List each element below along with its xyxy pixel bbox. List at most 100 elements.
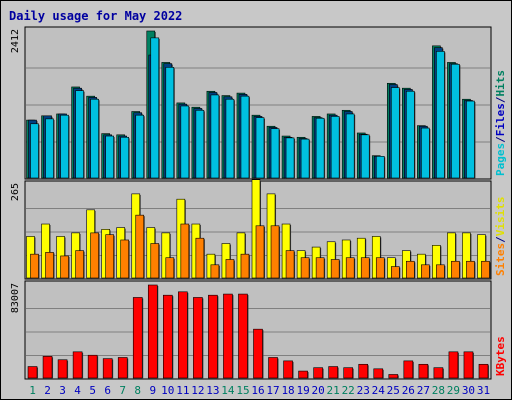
bar-kbytes-day-5	[87, 354, 98, 379]
bar-pages-day-26	[406, 90, 415, 179]
bar-sites-day-26	[406, 260, 415, 279]
y-max-label: 83007	[10, 283, 21, 313]
bar-pages-day-27	[421, 127, 430, 179]
bar-kbytes-day-27	[418, 363, 429, 379]
bar-kbytes-day-1	[27, 366, 38, 379]
bar-sites-day-1	[30, 253, 39, 279]
day-label: 31	[477, 384, 490, 397]
bar-kbytes-day-30	[463, 351, 474, 379]
bar-pages-day-7	[120, 136, 130, 179]
bar-pages-day-14	[225, 98, 235, 179]
day-label: 18	[281, 384, 294, 397]
bar-kbytes-day-18	[283, 360, 293, 379]
bar-sites-day-2	[45, 252, 54, 279]
bar-kbytes-day-21	[328, 366, 338, 379]
bar-kbytes-day-26	[403, 360, 414, 379]
legend-entry: Files	[494, 103, 507, 136]
bar-pages-day-23	[360, 134, 370, 179]
day-label: 20	[312, 384, 325, 397]
bar-pages-day-22	[345, 113, 355, 179]
bar-kbytes-day-20	[313, 367, 323, 379]
bar-pages-day-28	[436, 51, 445, 179]
series-pages	[30, 37, 476, 179]
bar-pages-day-15	[240, 95, 250, 179]
bar-sites-day-27	[421, 264, 430, 279]
bar-sites-day-9	[150, 243, 160, 279]
day-label: 19	[296, 384, 309, 397]
bar-sites-day-10	[165, 257, 175, 279]
panel-visits-sites: 265 Sites/Visits	[10, 179, 507, 280]
bar-kbytes-day-19	[298, 370, 308, 379]
series-kbytes	[27, 284, 489, 379]
legend-kbytes: KBytes	[494, 336, 507, 376]
day-label: 7	[119, 384, 126, 397]
bar-pages-day-17	[270, 128, 280, 179]
day-label: 17	[266, 384, 279, 397]
bar-kbytes-day-2	[42, 356, 53, 379]
legend-entry: Visits	[494, 197, 507, 237]
bar-kbytes-day-16	[253, 328, 263, 379]
bar-pages-day-10	[165, 67, 175, 179]
bar-kbytes-day-8	[132, 297, 143, 379]
day-label: 8	[134, 384, 141, 397]
legend-entry: Sites	[494, 243, 507, 276]
bar-pages-day-20	[315, 117, 325, 179]
bar-pages-day-4	[75, 90, 84, 179]
y-max-label: 2412	[10, 29, 21, 53]
legend-entry: Pages	[494, 143, 507, 176]
bar-sites-day-29	[451, 260, 460, 279]
series-sites	[30, 214, 491, 279]
legend-entry: /	[494, 96, 507, 103]
legend-hits-files-pages: Pages/Files/Hits	[494, 70, 507, 176]
bar-pages-day-24	[375, 155, 385, 179]
legend-entry: /	[494, 136, 507, 143]
bar-pages-day-5	[90, 98, 99, 179]
legend-visits-sites: Sites/Visits	[494, 197, 507, 277]
bar-kbytes-day-15	[238, 293, 248, 379]
bar-sites-day-28	[436, 264, 445, 279]
bar-pages-day-2	[45, 118, 54, 179]
bar-pages-day-8	[135, 114, 145, 179]
bar-sites-day-18	[285, 250, 295, 279]
day-label: 10	[161, 384, 174, 397]
bar-kbytes-day-31	[478, 363, 489, 379]
day-label: 4	[74, 384, 81, 397]
bar-pages-day-3	[60, 114, 69, 179]
bar-sites-day-22	[345, 257, 355, 279]
day-label: 2	[44, 384, 51, 397]
day-label: 25	[387, 384, 400, 397]
bar-sites-day-3	[60, 255, 69, 279]
bar-sites-day-15	[240, 253, 250, 279]
bar-sites-day-30	[466, 260, 475, 279]
bar-kbytes-day-28	[433, 367, 444, 379]
bar-sites-day-19	[300, 257, 310, 279]
bar-sites-day-8	[135, 214, 145, 279]
bar-sites-day-6	[105, 234, 114, 279]
day-label: 14	[221, 384, 235, 397]
bar-kbytes-day-14	[223, 293, 233, 379]
day-label: 9	[149, 384, 156, 397]
bar-kbytes-day-6	[102, 358, 113, 379]
day-label: 26	[402, 384, 415, 397]
day-label: 15	[236, 384, 249, 397]
bar-pages-day-6	[105, 135, 114, 179]
bar-sites-day-17	[270, 225, 280, 279]
day-label: 27	[417, 384, 430, 397]
bar-kbytes-day-9	[147, 284, 158, 379]
bar-pages-day-21	[330, 116, 340, 179]
bar-kbytes-day-17	[268, 357, 278, 379]
bar-kbytes-day-22	[343, 367, 353, 379]
bar-pages-day-25	[390, 87, 400, 179]
bar-pages-day-30	[466, 100, 475, 179]
day-label: 30	[462, 384, 475, 397]
day-label: 5	[89, 384, 96, 397]
chart-title: Daily usage for May 2022	[9, 9, 182, 23]
bar-sites-day-21	[330, 259, 340, 279]
legend-entry: /	[494, 236, 507, 243]
bar-kbytes-day-24	[373, 368, 384, 379]
bar-pages-day-19	[300, 138, 310, 179]
bar-sites-day-13	[210, 264, 220, 279]
bar-sites-day-5	[90, 232, 99, 279]
